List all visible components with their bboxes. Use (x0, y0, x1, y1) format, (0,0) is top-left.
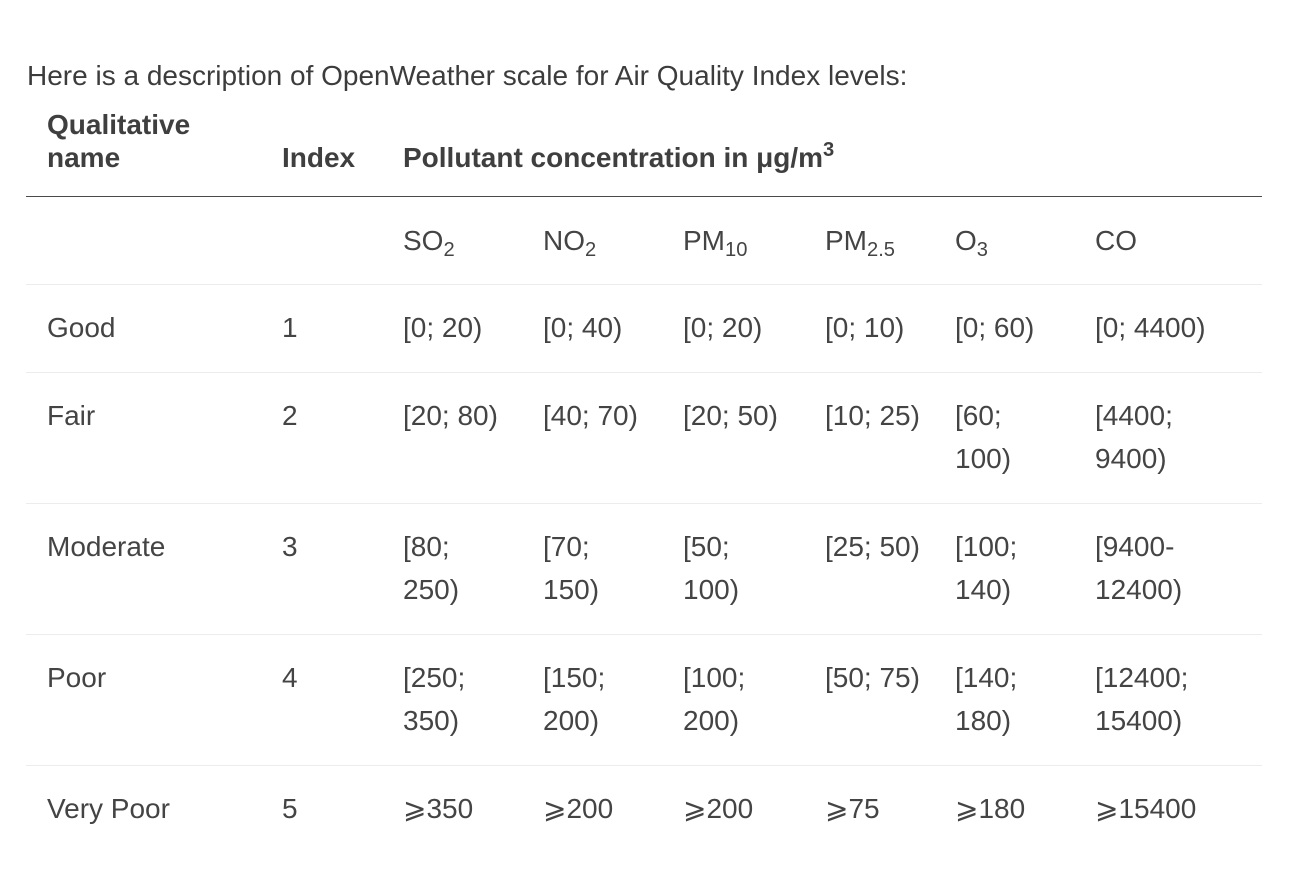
value-pm25: [50; 75) (825, 634, 955, 766)
value-co: [0; 4400) (1095, 284, 1262, 373)
quality-name: Fair (26, 372, 282, 504)
quality-index: 4 (282, 634, 403, 766)
table-row: Very Poor 5 ⩾350 ⩾200 ⩾200 ⩾75 ⩾180 ⩾154… (26, 766, 1262, 854)
value-o3: [60; 100) (955, 372, 1095, 504)
quality-index: 1 (282, 284, 403, 373)
value-so2: ⩾350 (403, 793, 474, 824)
value-so2: [80; 250) (403, 503, 543, 635)
value-pm25: [25; 50) (825, 503, 955, 635)
quality-index: 5 (282, 793, 298, 824)
pollutant-label-so2: SO2 (403, 196, 543, 285)
value-no2: [0; 40) (543, 284, 683, 373)
value-co: [4400; 9400) (1095, 372, 1262, 504)
value-pm10: [100; 200) (683, 634, 825, 766)
value-so2: [20; 80) (403, 372, 543, 504)
value-pm25: ⩾75 (825, 793, 880, 824)
quality-index: 2 (282, 372, 403, 504)
value-so2: [0; 20) (403, 284, 543, 373)
header-qualitative-name: Qualitative name (26, 108, 282, 197)
value-pm10: ⩾200 (683, 793, 754, 824)
header-pollutant-concentration: Pollutant concentration in μg/m3 (403, 108, 1262, 197)
value-no2: ⩾200 (543, 793, 614, 824)
value-o3: ⩾180 (955, 793, 1026, 824)
aqi-table: Qualitative name Index Pollutant concent… (26, 108, 1262, 853)
header-index: Index (282, 108, 403, 197)
table-row: Poor 4 [250; 350) [150; 200) [100; 200) … (26, 634, 1262, 766)
pollutant-label-pm25: PM2.5 (825, 196, 955, 285)
quality-name: Very Poor (47, 793, 170, 824)
table-row: Good 1 [0; 20) [0; 40) [0; 20) [0; 10) [… (26, 284, 1262, 373)
intro-text: Here is a description of OpenWeather sca… (27, 60, 908, 91)
value-co: [9400-12400) (1095, 503, 1262, 635)
pollutant-label-co: CO (1095, 196, 1262, 285)
value-o3: [140; 180) (955, 634, 1095, 766)
value-o3: [0; 60) (955, 284, 1095, 373)
quality-name: Good (26, 284, 282, 373)
value-pm10: [0; 20) (683, 284, 825, 373)
value-pm25: [10; 25) (825, 372, 955, 504)
pollutant-label-pm10: PM10 (683, 196, 825, 285)
table-row: Fair 2 [20; 80) [40; 70) [20; 50) [10; 2… (26, 372, 1262, 504)
value-so2: [250; 350) (403, 634, 543, 766)
quality-name: Moderate (26, 503, 282, 635)
table-row: Moderate 3 [80; 250) [70; 150) [50; 100)… (26, 503, 1262, 635)
value-o3: [100; 140) (955, 503, 1095, 635)
value-no2: [150; 200) (543, 634, 683, 766)
quality-name: Poor (26, 634, 282, 766)
table-header-row: Qualitative name Index Pollutant concent… (26, 108, 1262, 197)
value-pm10: [50; 100) (683, 503, 825, 635)
value-pm25: [0; 10) (825, 284, 955, 373)
value-no2: [40; 70) (543, 372, 683, 504)
pollutant-subheader-row: SO2 NO2 PM10 PM2.5 O3 CO (26, 196, 1262, 285)
value-no2: [70; 150) (543, 503, 683, 635)
pollutant-label-o3: O3 (955, 196, 1095, 285)
pollutant-label-no2: NO2 (543, 196, 683, 285)
quality-index: 3 (282, 503, 403, 635)
value-pm10: [20; 50) (683, 372, 825, 504)
value-co: ⩾15400 (1095, 793, 1197, 824)
value-co: [12400; 15400) (1095, 634, 1262, 766)
